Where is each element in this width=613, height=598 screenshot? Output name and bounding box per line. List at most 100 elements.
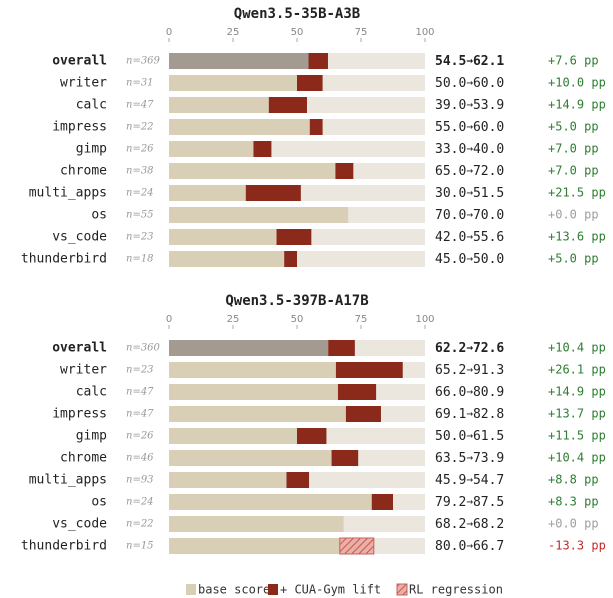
score-label: 42.0→55.6	[435, 230, 504, 245]
final-value: 82.8	[473, 407, 504, 422]
category-label: multi_apps	[29, 186, 107, 201]
category-label: thunderbird	[21, 252, 107, 267]
lift-label: +14.9 pp	[548, 385, 606, 399]
n-label: n=38	[126, 166, 154, 177]
lift-label: +14.9 pp	[548, 98, 606, 112]
n-label: n=46	[126, 453, 154, 464]
category-label: multi_apps	[29, 473, 107, 488]
base-value: 80.0	[435, 539, 466, 554]
final-value: 54.7	[473, 473, 504, 488]
arrow: →	[466, 142, 473, 155]
arrow: →	[466, 164, 473, 177]
lift-label: +5.0 pp	[548, 252, 599, 266]
lift-bar	[335, 362, 403, 378]
base-bar	[169, 450, 332, 466]
final-value: 66.7	[473, 539, 504, 554]
chart-title: Qwen3.5-35B-A3B	[234, 6, 360, 22]
base-value: 65.0	[435, 164, 466, 179]
arrow: →	[466, 407, 473, 420]
base-bar	[169, 53, 309, 69]
final-value: 70.0	[473, 208, 504, 223]
arrow: →	[466, 517, 473, 530]
base-value: 50.0	[435, 76, 466, 91]
lift-label: +7.6 pp	[548, 54, 599, 68]
legend-label: + CUA-Gym lift	[280, 583, 381, 597]
arrow: →	[466, 385, 473, 398]
n-label: n=15	[126, 541, 154, 552]
n-label: n=47	[126, 387, 154, 398]
lift-label: +21.5 pp	[548, 186, 606, 200]
lift-bar	[345, 406, 381, 422]
final-value: 50.0	[473, 252, 504, 267]
n-label: n=369	[126, 56, 161, 67]
base-bar	[169, 494, 372, 510]
category-label: overall	[52, 54, 107, 69]
x-tick-label: 25	[227, 314, 240, 325]
arrow: →	[466, 429, 473, 442]
base-value: 66.0	[435, 385, 466, 400]
lift-label: +10.4 pp	[548, 451, 606, 465]
x-tick-label: 100	[415, 27, 434, 38]
base-bar	[169, 406, 346, 422]
category-label: os	[91, 495, 107, 510]
base-value: 39.0	[435, 98, 466, 113]
score-label: 79.2→87.5	[435, 495, 504, 510]
lift-label: +7.0 pp	[548, 142, 599, 156]
n-label: n=18	[126, 254, 154, 265]
score-label: 65.0→72.0	[435, 164, 504, 179]
category-label: thunderbird	[21, 539, 107, 554]
n-label: n=23	[126, 232, 154, 243]
base-bar	[169, 428, 297, 444]
arrow: →	[466, 54, 473, 67]
final-value: 60.0	[473, 76, 504, 91]
arrow: →	[466, 451, 473, 464]
arrow: →	[466, 120, 473, 133]
lift-bar	[337, 384, 377, 400]
lift-label: +11.5 pp	[548, 429, 606, 443]
base-bar	[169, 75, 297, 91]
base-value: 68.2	[435, 517, 466, 532]
n-label: n=93	[126, 475, 154, 486]
lift-label: +10.4 pp	[548, 341, 606, 355]
score-label: 39.0→53.9	[435, 98, 504, 113]
n-label: n=26	[126, 431, 154, 442]
n-label: n=360	[126, 343, 161, 354]
base-value: 79.2	[435, 495, 466, 510]
lift-label: +0.0 pp	[548, 517, 599, 531]
x-tick-label: 100	[415, 314, 434, 325]
base-bar	[169, 251, 285, 267]
base-bar	[169, 141, 254, 157]
legend-swatch	[396, 583, 408, 596]
lift-label: +26.1 pp	[548, 363, 606, 377]
lift-bar	[309, 119, 323, 135]
lift-label: +8.3 pp	[548, 495, 599, 509]
score-label: 45.9→54.7	[435, 473, 504, 488]
category-label: gimp	[76, 142, 107, 157]
score-label: 54.5→62.1	[435, 54, 504, 69]
lift-bar	[371, 494, 393, 510]
score-label: 80.0→66.7	[435, 539, 504, 554]
score-label: 50.0→61.5	[435, 429, 504, 444]
final-value: 40.0	[473, 142, 504, 157]
n-label: n=24	[126, 188, 154, 199]
final-value: 68.2	[473, 517, 504, 532]
category-label: vs_code	[52, 230, 107, 245]
category-label: impress	[52, 120, 107, 135]
category-label: overall	[52, 341, 107, 356]
lift-bar	[286, 472, 310, 488]
final-value: 51.5	[473, 186, 504, 201]
base-bar	[169, 229, 277, 245]
score-label: 45.0→50.0	[435, 252, 504, 267]
base-bar	[169, 384, 338, 400]
base-value: 33.0	[435, 142, 466, 157]
lift-bar	[276, 229, 312, 245]
final-value: 87.5	[473, 495, 504, 510]
category-label: impress	[52, 407, 107, 422]
arrow: →	[466, 341, 473, 354]
regression-bar	[339, 537, 375, 555]
base-bar	[169, 538, 340, 554]
lift-label: +8.8 pp	[548, 473, 599, 487]
base-bar	[169, 340, 329, 356]
score-label: 62.2→72.6	[435, 341, 504, 356]
base-value: 65.2	[435, 363, 466, 378]
